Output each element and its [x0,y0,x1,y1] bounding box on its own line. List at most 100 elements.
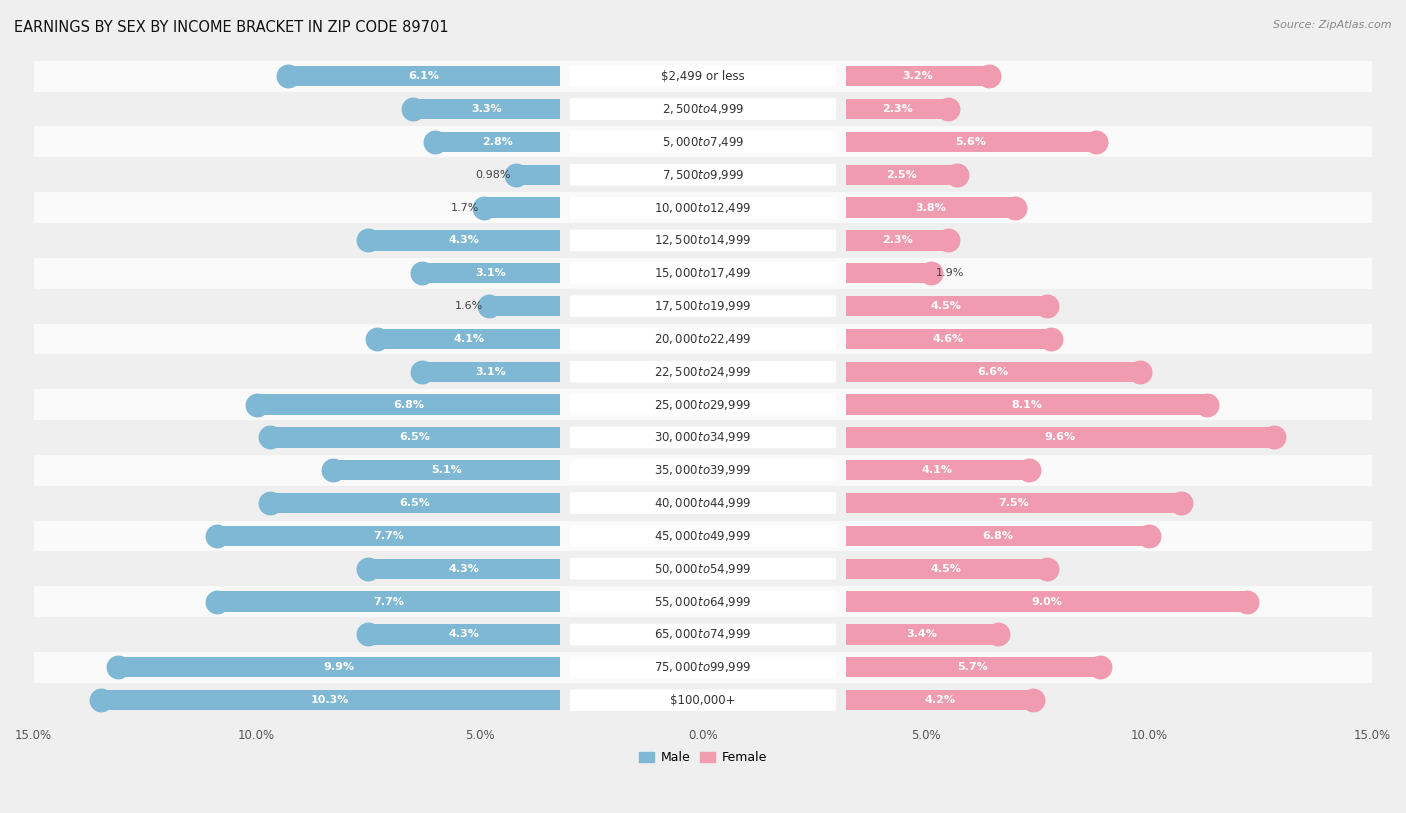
Text: $20,000 to $22,499: $20,000 to $22,499 [654,332,752,346]
Text: 3.1%: 3.1% [475,268,506,278]
FancyBboxPatch shape [569,492,837,514]
Bar [846,164,957,185]
Bar [484,198,560,218]
Bar [34,93,1372,125]
Point [1040,333,1063,346]
FancyBboxPatch shape [569,295,837,317]
Bar [846,263,931,284]
Point [1004,201,1026,214]
Bar [846,460,1029,480]
Point [246,398,269,411]
Point [1090,661,1112,674]
Text: $30,000 to $34,999: $30,000 to $34,999 [654,430,752,445]
FancyBboxPatch shape [569,328,837,350]
Text: 6.5%: 6.5% [399,433,430,442]
Bar [118,657,560,677]
Bar [368,624,560,645]
FancyBboxPatch shape [569,131,837,153]
Point [411,267,433,280]
Text: 7.7%: 7.7% [373,597,404,606]
Text: Source: ZipAtlas.com: Source: ZipAtlas.com [1274,20,1392,30]
Point [1018,463,1040,476]
Text: 6.8%: 6.8% [392,400,425,410]
Bar [846,591,1247,612]
FancyBboxPatch shape [569,427,837,448]
Text: 7.5%: 7.5% [998,498,1029,508]
Text: 6.1%: 6.1% [409,72,440,81]
Bar [34,651,1372,684]
Bar [34,684,1372,716]
Point [1197,398,1219,411]
Point [938,234,960,247]
Bar [368,559,560,579]
Bar [100,690,560,711]
Point [977,70,1000,83]
Point [1084,136,1107,149]
Text: 4.3%: 4.3% [449,563,479,574]
Point [478,299,501,312]
Text: 3.1%: 3.1% [475,367,506,376]
Text: EARNINGS BY SEX BY INCOME BRACKET IN ZIP CODE 89701: EARNINGS BY SEX BY INCOME BRACKET IN ZIP… [14,20,449,35]
Bar [436,132,560,152]
Point [411,365,433,378]
Text: 6.8%: 6.8% [981,531,1014,541]
Text: 4.3%: 4.3% [449,629,479,640]
Bar [34,224,1372,257]
Text: 0.98%: 0.98% [475,170,512,180]
Point [1022,693,1045,706]
Text: $75,000 to $99,999: $75,000 to $99,999 [654,660,752,674]
Legend: Male, Female: Male, Female [634,746,772,769]
Bar [846,328,1052,349]
Point [1035,563,1057,576]
Text: $65,000 to $74,999: $65,000 to $74,999 [654,628,752,641]
Bar [422,263,560,284]
Bar [368,230,560,250]
Text: $35,000 to $39,999: $35,000 to $39,999 [654,463,752,477]
Text: 2.3%: 2.3% [882,104,912,114]
Text: $40,000 to $44,999: $40,000 to $44,999 [654,496,752,510]
Text: 4.2%: 4.2% [924,695,955,705]
Text: $50,000 to $54,999: $50,000 to $54,999 [654,562,752,576]
Text: $10,000 to $12,499: $10,000 to $12,499 [654,201,752,215]
Bar [846,66,988,86]
Bar [846,230,949,250]
FancyBboxPatch shape [569,393,837,415]
Text: 8.1%: 8.1% [1011,400,1042,410]
Bar [846,132,1095,152]
Point [472,201,495,214]
FancyBboxPatch shape [569,656,837,678]
Bar [34,388,1372,421]
FancyBboxPatch shape [569,689,837,711]
Point [920,267,942,280]
Bar [34,585,1372,618]
Text: $5,000 to $7,499: $5,000 to $7,499 [662,135,744,149]
Point [357,628,380,641]
Bar [270,428,560,448]
Point [986,628,1008,641]
FancyBboxPatch shape [569,525,837,547]
Point [322,463,344,476]
Text: 1.9%: 1.9% [936,268,965,278]
Text: 7.7%: 7.7% [373,531,404,541]
FancyBboxPatch shape [569,263,837,284]
FancyBboxPatch shape [569,65,837,87]
Text: 5.1%: 5.1% [432,465,461,476]
Text: 3.4%: 3.4% [907,629,938,640]
Bar [846,624,997,645]
Bar [846,690,1033,711]
Bar [422,362,560,382]
Point [259,497,281,510]
Text: $45,000 to $49,999: $45,000 to $49,999 [654,529,752,543]
FancyBboxPatch shape [569,197,837,219]
Bar [333,460,560,480]
Text: 4.5%: 4.5% [931,563,962,574]
Bar [846,559,1046,579]
Bar [288,66,560,86]
Text: $15,000 to $17,499: $15,000 to $17,499 [654,266,752,280]
Point [107,661,129,674]
Bar [34,60,1372,93]
Bar [846,198,1015,218]
Text: 1.6%: 1.6% [456,301,484,311]
Text: 6.5%: 6.5% [399,498,430,508]
Point [1129,365,1152,378]
